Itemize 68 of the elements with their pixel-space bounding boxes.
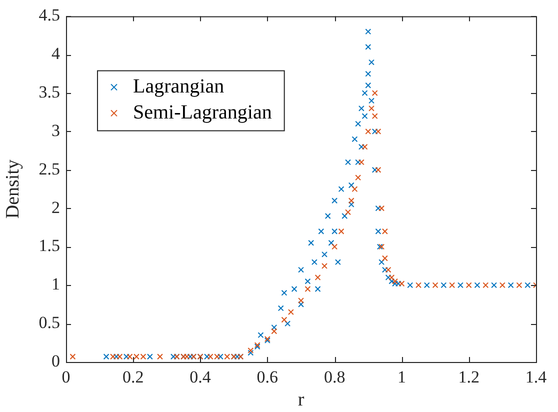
point [116,354,123,360]
point [372,90,378,96]
point [375,166,382,173]
point [338,228,344,234]
y-tick-label: 0 [52,351,60,370]
point [365,128,372,134]
legend-label: Lagrangian [133,75,224,98]
y-tick-label: 4.5 [38,6,60,25]
point [482,282,489,288]
point [281,316,288,323]
point [214,354,220,360]
x-tick-label: 1 [397,368,406,387]
point [298,298,304,304]
point [378,205,385,212]
y-tick-label: 1.5 [38,236,60,256]
y-tick-label: 3 [52,120,60,140]
point [314,274,321,280]
point [248,348,254,354]
x-axis-title: r [298,390,305,411]
point [355,174,362,181]
point [140,354,146,360]
point [322,262,328,269]
point [184,354,190,360]
point [352,186,358,192]
point [382,255,388,262]
point [207,354,214,360]
y-tick-label: 0.5 [38,313,60,332]
point [392,278,398,284]
point [388,274,395,280]
point [385,266,392,273]
x-tick-label: 1.2 [458,368,480,387]
point [110,354,116,360]
point [382,228,388,234]
legend-label: Semi-Lagrangian [133,101,272,124]
x-tick-label: 0.8 [324,368,346,387]
point [362,144,368,150]
point [375,128,382,134]
point [304,286,311,292]
point [499,282,506,288]
point [345,209,351,216]
y-tick-label: 2.5 [38,159,60,178]
point [432,282,438,288]
x-tick-label: 0.6 [256,368,278,387]
x-tick-label: 1.4 [525,368,548,387]
point [332,244,338,250]
y-tick-label: 2 [52,198,60,217]
point [348,198,354,204]
point [157,354,163,360]
point [466,282,472,288]
point [516,282,522,288]
point [449,282,456,288]
point [134,354,140,360]
x-tick-label: 0.4 [190,368,212,387]
point [372,113,378,120]
point [358,159,364,166]
point [398,280,405,287]
y-tick-label: 3.5 [38,82,60,102]
y-tick-label: 1 [52,274,60,294]
point [288,309,294,316]
point [126,354,133,360]
point [416,282,422,288]
y-tick-label: 4 [52,44,60,64]
point [70,354,76,360]
point [271,328,278,334]
point [368,105,374,112]
y-axis-title: Density [2,159,24,219]
x-tick-label: 0.2 [122,368,144,387]
point [224,354,230,360]
